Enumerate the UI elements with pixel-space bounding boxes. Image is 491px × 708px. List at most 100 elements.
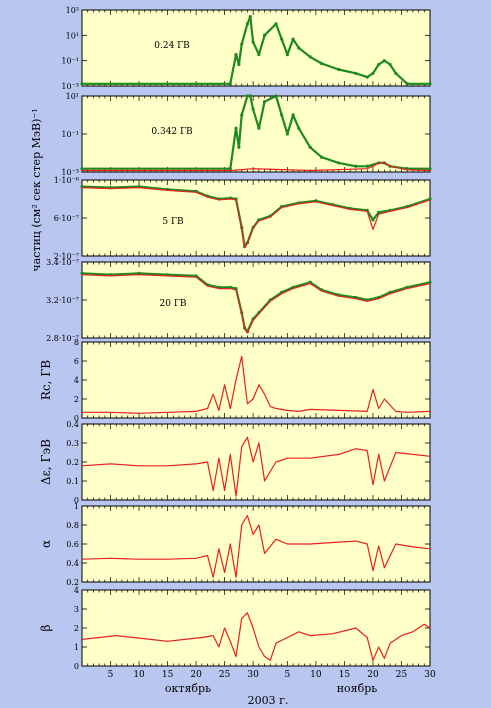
data-point [297,46,301,50]
series-line-red [82,355,431,414]
data-point [371,218,375,222]
y-tick-label: 1 [74,502,79,511]
data-point [428,82,432,86]
series-line-red [82,162,431,172]
x-tick-label: 25 [396,670,408,680]
data-point [262,100,267,104]
series-line-red [81,514,431,578]
data-point [280,113,284,117]
data-point [274,22,278,26]
data-point [377,210,381,214]
chart-panel-7: 1 0.8 0.6 0.4 0.2 α [39,502,431,587]
data-point [280,37,284,41]
data-point [354,71,358,75]
y-tick-label: 0 [74,496,79,505]
x-tick-label: 5 [108,670,114,680]
y-tick-label: 4 [74,586,79,595]
data-point [394,71,398,75]
data-point [308,145,312,149]
data-point [337,161,341,165]
data-point [257,53,261,57]
x-tick-label: 20 [190,670,202,680]
y-tick-label: 0.4 [66,559,79,568]
data-point [248,94,252,98]
x-axis-month-november: ноябрь [337,682,378,695]
y-tick-label: 0.3 [66,439,79,448]
data-point [382,59,386,63]
data-point [240,113,244,117]
y-axis-label: α [39,540,53,548]
y-axis-label: Rc, ГВ [39,360,53,400]
x-tick-label: 10 [133,670,145,680]
y-tick-label: 4 [74,376,79,385]
y-axis-label: β [39,624,53,631]
plot-area [81,341,431,419]
data-point [251,40,255,44]
shared-y-axis-label: частиц (см² сек стер МэВ)⁻¹ [30,108,43,271]
y-tick-label: 0.1 [66,477,79,486]
x-tick-label: 15 [339,670,351,680]
data-point [245,22,250,26]
y-tick-label: 10⁻¹ [61,57,79,66]
data-point [234,126,238,130]
data-point [308,280,312,284]
data-point [248,15,252,19]
data-point [234,53,238,57]
data-point [365,164,369,168]
data-point [257,126,261,130]
data-point [371,71,375,75]
y-tick-label: 3.4·10⁻⁷ [46,258,79,267]
y-tick-label: 10⁻³ [61,82,79,91]
x-tick-label: 30 [247,670,259,680]
y-tick-label: 0.4 [66,420,79,429]
series-line-red [81,612,431,661]
y-tick-label: 10¹ [66,92,79,101]
x-tick-label: 10 [310,670,322,680]
y-tick-label: 2 [74,395,79,404]
data-point [320,155,324,159]
y-tick-label: 10¹ [66,31,79,40]
x-tick-label: 30 [424,670,436,680]
y-tick-label: 2 [74,624,79,633]
chart-panel-8: 4 3 2 1 0 β [39,586,431,671]
y-tick-label: 8 [74,338,79,347]
series-line-red [81,187,431,248]
data-point [237,145,241,149]
plot-area [81,423,431,501]
data-point [377,62,381,67]
plot-area [81,505,431,583]
y-tick-label: 0.8 [66,521,79,530]
chart-panel-6: 0.4 0.3 0.2 0.1 0 Δε, ГэВ [39,420,431,505]
energy-annotation: 20 ГВ [160,299,187,309]
x-axis-month-october: октябрь [165,682,211,695]
plot-area [81,95,431,173]
data-point [262,33,267,37]
data-point [308,55,312,59]
data-point [428,167,432,171]
data-point [80,167,84,171]
y-tick-label: 6 [74,357,79,366]
y-tick-label: 2·10⁻⁷ [54,252,79,261]
y-tick-label: 1·10⁻⁶ [54,176,79,185]
data-point [245,94,250,98]
data-point [291,113,295,117]
x-tick-label: 5 [285,670,291,680]
data-point [337,67,341,72]
data-point [354,164,358,168]
data-point [405,82,409,86]
chart-panel-2: 10¹ 10⁻¹ 10⁻³ 0.342 ГВ [61,92,432,177]
y-axis-label: Δε, ГэВ [39,439,53,485]
data-point [285,132,289,136]
y-tick-label: 6·10⁻⁷ [54,214,79,223]
x-tick-label: 25 [219,670,231,680]
y-tick-label: 10³ [66,6,79,15]
y-tick-label: 3.2·10⁻⁷ [46,296,79,305]
y-tick-label: 0.2 [66,578,79,587]
data-point [320,61,324,66]
x-tick-label: 15 [162,670,174,680]
y-tick-label: 10⁻³ [61,168,79,177]
y-tick-label: 2.8·10⁻⁷ [46,334,79,343]
x-axis-year-label: 2003 г. [248,694,289,707]
y-tick-label: 3 [74,605,79,614]
y-tick-label: 0.6 [66,540,79,549]
